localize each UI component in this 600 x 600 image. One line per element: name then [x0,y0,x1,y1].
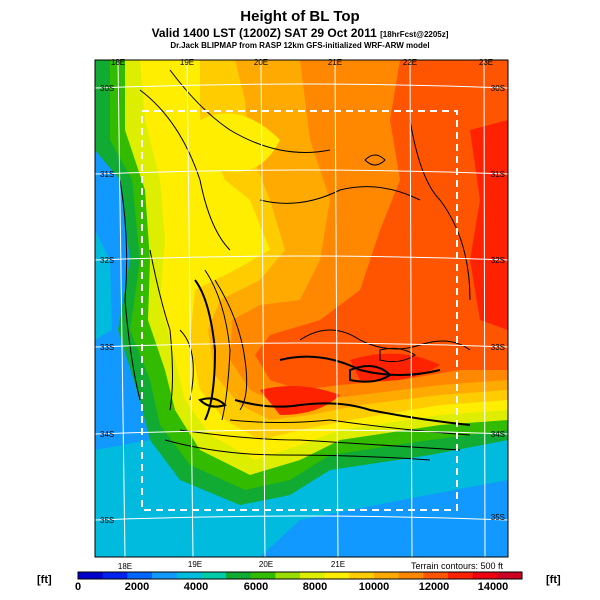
colorbar-segment [102,572,128,579]
lon-label-top: 20E [254,58,268,67]
lon-label-bottom: 18E [118,562,132,571]
colorbar-segment [250,572,276,579]
lat-label-left: 32S [100,256,114,265]
lon-label-top: 22E [403,58,417,67]
colorbar-tick-label: 0 [74,581,82,593]
lon-label-bottom: 20E [259,560,273,569]
colorbar-segment [78,572,104,579]
colorbar-tick-label: 6000 [243,581,269,593]
inner-domain-box [141,110,458,511]
colorbar-segment [497,572,523,579]
lat-lon-grid [95,60,508,557]
colorbar-segment [472,572,498,579]
colorbar-tick-label: 2000 [124,581,150,593]
terrain-contour-note: Terrain contours: 500 ft [411,561,504,571]
map-title: Height of BL Top [240,8,360,25]
colorbar-segment [176,572,202,579]
colorbar-tick-label: 8000 [302,581,328,593]
model-source: Dr.Jack BLIPMAP from RASP 12km GFS-initi… [170,41,430,50]
lat-label-right: 34S [491,430,505,439]
lat-label-left: 34S [100,430,114,439]
lon-label-top: 18E [111,58,125,67]
lat-label-right: 30S [491,84,505,93]
lat-label-left: 31S [100,170,114,179]
colorbar-unit-right: [ft] [546,574,561,586]
valid-time: Valid 1400 LST (1200Z) SAT 29 Oct 2011 [… [0,26,600,40]
colorbar-tick-label: 12000 [418,581,450,593]
lat-label-left: 35S [100,516,114,525]
colorbar-segment [300,572,326,579]
lon-label-top: 19E [180,58,194,67]
colorbar-segment [324,572,350,579]
coordinate-labels: 18E 19E 20E 21E 22E 23E 18E 19E 20E 21E … [100,58,505,571]
lat-label-right: 32S [491,256,505,265]
colorbar-segment [374,572,400,579]
colorbar-segment [448,572,474,579]
colorbar-unit-left: [ft] [37,574,52,586]
lon-label-bottom: 21E [331,560,345,569]
colorbar-segment [226,572,252,579]
valid-time-text: Valid 1400 LST (1200Z) SAT 29 Oct 2011 [151,26,377,40]
lon-label-top: 23E [479,58,493,67]
lat-label-right: 35S [491,513,505,522]
colorbar-segment [201,572,227,579]
colorbar-segment [423,572,449,579]
lat-label-right: 33S [491,343,505,352]
lon-label-top: 21E [328,58,342,67]
colorbar-segment [152,572,178,579]
colorbar-segment [349,572,375,579]
colorbar-tick-label: 10000 [358,581,390,593]
terrain-contours [119,69,471,461]
colorbar [78,572,523,579]
lat-label-left: 30S [100,84,114,93]
lat-label-right: 31S [491,170,505,179]
lon-label-bottom: 19E [188,560,202,569]
colorbar-frame [77,571,523,580]
colorbar-segment [127,572,153,579]
colorbar-segment [398,572,424,579]
lat-label-left: 33S [100,343,114,352]
map-frame [94,59,509,558]
colorbar-segment [275,572,301,579]
colorbar-tick-label: 14000 [477,581,509,593]
forecast-tag: [18hrFcst@2205z] [380,30,449,39]
bl-height-field [95,60,508,557]
colorbar-tick-label: 4000 [183,581,209,593]
